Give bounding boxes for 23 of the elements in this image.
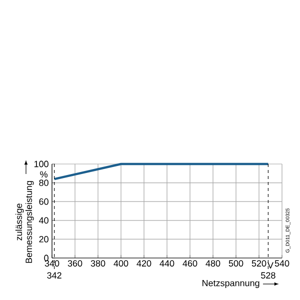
x-tick-label: 500	[228, 260, 244, 267]
y-tick-label: 80	[39, 180, 48, 186]
y-axis-title: zulässige Bemessungsleistung	[15, 181, 34, 263]
x-tick-label: 420	[136, 260, 152, 267]
x-tick-label: 360	[68, 260, 82, 267]
ref-line-label: 528	[261, 272, 276, 279]
ref-line-label: 342	[47, 272, 62, 279]
x-tick-label: 380	[90, 260, 106, 267]
x-tick-label: 540	[274, 260, 290, 267]
y-tick-label: 100	[34, 160, 48, 168]
y-tick-label: 20	[39, 236, 48, 242]
x-axis-title: Netzspannung	[202, 280, 260, 288]
y-tick-label: 0	[44, 254, 48, 262]
x-tick-label: 340	[44, 260, 60, 267]
x-tick-label: 460	[182, 260, 198, 267]
x-tick-label: 480	[206, 260, 220, 267]
x-tick-label: 440	[160, 260, 174, 267]
x-tick-label: 520	[252, 260, 266, 267]
y-tick-label: 60	[39, 198, 48, 205]
text: %	[40, 171, 48, 178]
x-tick-label: 400	[114, 260, 128, 267]
y-tick-label: 40	[38, 217, 48, 224]
text: V	[268, 262, 274, 268]
